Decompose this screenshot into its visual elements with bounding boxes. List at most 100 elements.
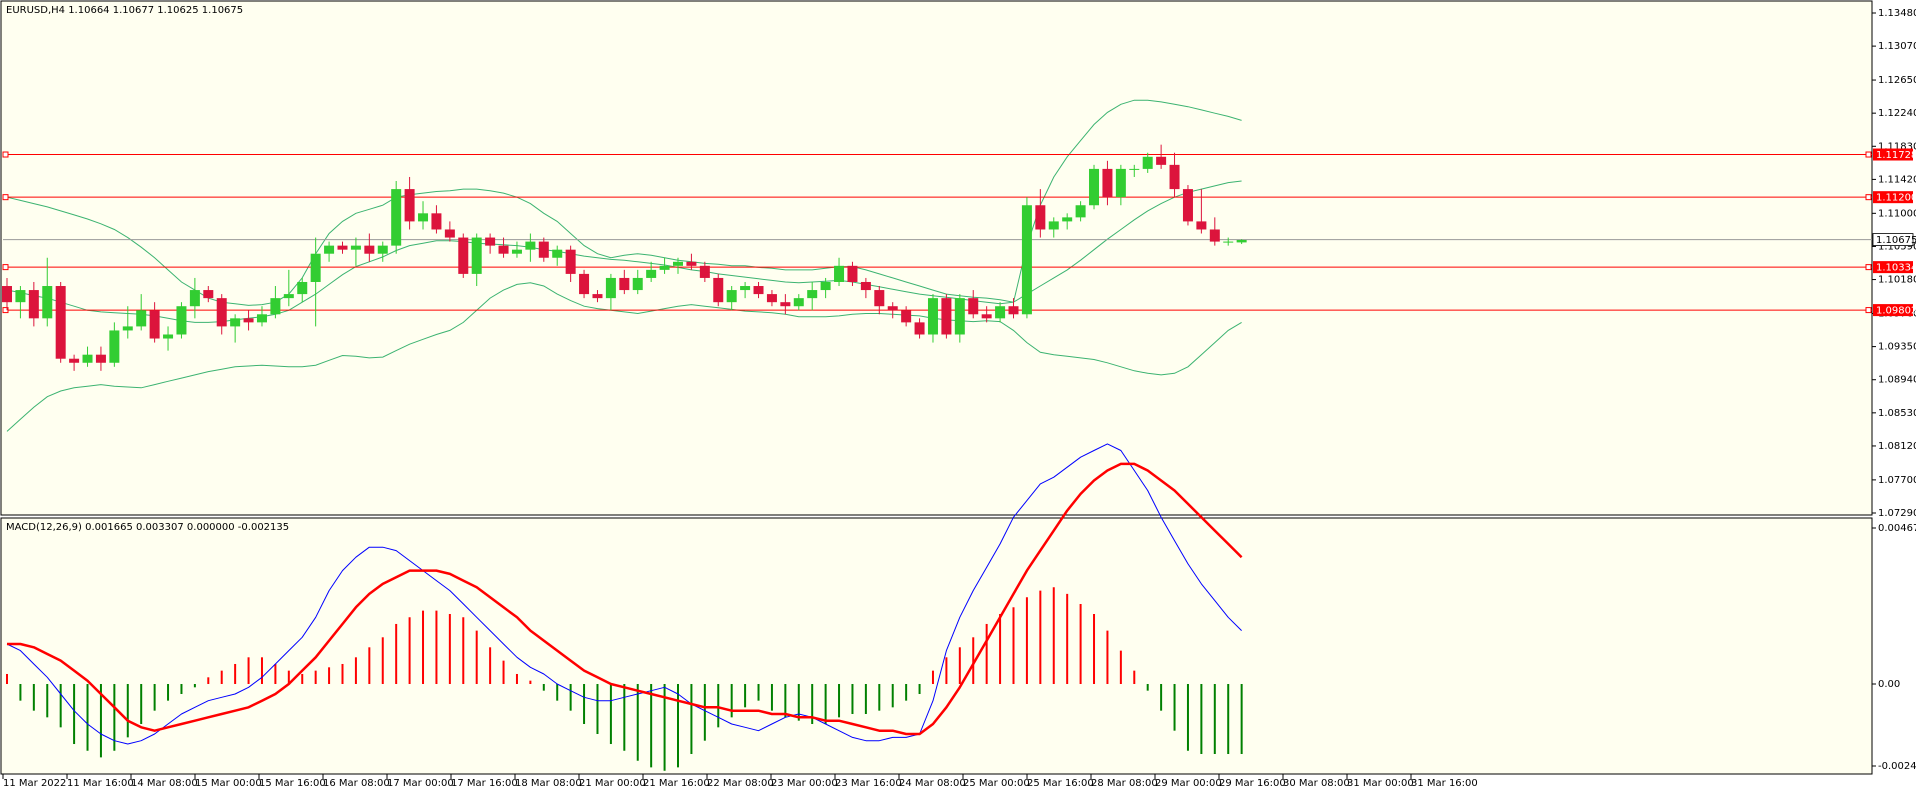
candle-bull[interactable]	[511, 249, 522, 254]
candle-bear[interactable]	[2, 286, 12, 303]
candle-bull[interactable]	[1223, 241, 1234, 243]
candle-bull[interactable]	[793, 298, 804, 307]
candle-bull[interactable]	[1048, 221, 1059, 230]
candle-bull[interactable]	[270, 298, 281, 315]
main-panel[interactable]	[0, 0, 1873, 516]
level-anchor-left[interactable]	[2, 194, 9, 201]
candle-bull[interactable]	[297, 281, 308, 295]
candle-bear[interactable]	[753, 286, 764, 295]
candle-bull[interactable]	[1062, 217, 1073, 222]
candle-bull[interactable]	[632, 277, 643, 291]
candle-bear[interactable]	[203, 290, 214, 299]
candle-bear[interactable]	[941, 298, 952, 335]
candle-bear[interactable]	[364, 245, 375, 254]
candle-bull[interactable]	[659, 265, 670, 270]
candle-bull[interactable]	[391, 189, 402, 246]
candle-bear[interactable]	[887, 306, 898, 311]
candle-bear[interactable]	[1035, 205, 1046, 230]
candle-bull[interactable]	[42, 286, 53, 319]
macd-panel[interactable]	[0, 517, 1873, 775]
candle-bull[interactable]	[834, 265, 845, 282]
candle-bull[interactable]	[740, 286, 751, 291]
candle-bear[interactable]	[216, 298, 227, 327]
candle-bear[interactable]	[1008, 306, 1019, 315]
level-anchor-left[interactable]	[2, 307, 9, 314]
candle-bull[interactable]	[1129, 168, 1140, 170]
candle-bear[interactable]	[713, 277, 724, 303]
candle-bear[interactable]	[538, 241, 549, 258]
candle-bull[interactable]	[820, 281, 831, 291]
candle-bull[interactable]	[1142, 156, 1153, 169]
candle-bull[interactable]	[1021, 205, 1032, 315]
level-anchor-right[interactable]	[1865, 194, 1872, 201]
candle-bear[interactable]	[860, 281, 871, 291]
level-anchor-left[interactable]	[2, 151, 9, 158]
candle-bull[interactable]	[310, 253, 321, 282]
candle-bull[interactable]	[418, 213, 429, 222]
candle-bull[interactable]	[189, 290, 200, 307]
candle-bull[interactable]	[82, 354, 93, 363]
candle-bear[interactable]	[619, 277, 630, 291]
candle-bull[interactable]	[283, 294, 294, 299]
candle-bear[interactable]	[337, 245, 348, 250]
candle-bull[interactable]	[1089, 168, 1100, 206]
candle-bull[interactable]	[927, 298, 938, 335]
level-anchor-right[interactable]	[1865, 264, 1872, 271]
candle-bear[interactable]	[28, 290, 39, 319]
candle-bear[interactable]	[847, 265, 858, 282]
candle-bull[interactable]	[525, 241, 536, 250]
candle-bull[interactable]	[954, 298, 965, 335]
candle-bear[interactable]	[914, 322, 925, 335]
candle-bear[interactable]	[981, 314, 992, 319]
level-anchor-right[interactable]	[1865, 307, 1872, 314]
candle-bull[interactable]	[1236, 239, 1247, 243]
candle-bull[interactable]	[471, 237, 482, 274]
candle-bull[interactable]	[163, 334, 174, 339]
candle-bear[interactable]	[565, 249, 576, 274]
level-anchor-left[interactable]	[2, 264, 9, 271]
candle-bear[interactable]	[1102, 168, 1113, 198]
candle-bear[interactable]	[431, 213, 442, 230]
candle-bull[interactable]	[673, 261, 683, 266]
candle-bull[interactable]	[136, 310, 147, 327]
candle-bear[interactable]	[579, 273, 590, 295]
candle-bear[interactable]	[780, 302, 791, 307]
candle-bear[interactable]	[1209, 229, 1220, 242]
candle-bear[interactable]	[968, 298, 979, 315]
candle-bear[interactable]	[1196, 221, 1207, 230]
candle-bull[interactable]	[230, 318, 241, 327]
candle-bear[interactable]	[498, 245, 509, 254]
candle-bull[interactable]	[109, 330, 120, 363]
candle-bear[interactable]	[458, 237, 469, 274]
candle-bear[interactable]	[55, 286, 66, 359]
candle-bear[interactable]	[592, 294, 603, 299]
candle-bear[interactable]	[686, 261, 697, 266]
candle-bull[interactable]	[1075, 205, 1086, 218]
candle-bear[interactable]	[69, 358, 80, 363]
candle-bear[interactable]	[1182, 189, 1193, 222]
candle-bear[interactable]	[149, 310, 160, 339]
candle-bull[interactable]	[552, 249, 563, 258]
candle-bear[interactable]	[95, 354, 106, 363]
candle-bear[interactable]	[901, 310, 912, 323]
candle-bear[interactable]	[444, 229, 455, 238]
candle-bull[interactable]	[350, 245, 361, 250]
candle-bull[interactable]	[995, 306, 1006, 319]
candle-bear[interactable]	[766, 294, 777, 303]
level-anchor-right[interactable]	[1865, 151, 1872, 158]
candle-bear[interactable]	[1169, 164, 1180, 190]
candle-bull[interactable]	[646, 269, 657, 278]
candle-bear[interactable]	[874, 290, 885, 307]
candle-bull[interactable]	[256, 314, 267, 323]
candle-bull[interactable]	[15, 290, 26, 303]
candle-bull[interactable]	[1115, 168, 1126, 198]
candle-bear[interactable]	[699, 265, 710, 278]
candle-bull[interactable]	[377, 245, 388, 254]
candle-bull[interactable]	[122, 326, 133, 331]
candle-bear[interactable]	[243, 318, 254, 323]
candle-bull[interactable]	[605, 277, 616, 299]
candle-bull[interactable]	[726, 290, 737, 303]
candle-bull[interactable]	[176, 306, 187, 335]
